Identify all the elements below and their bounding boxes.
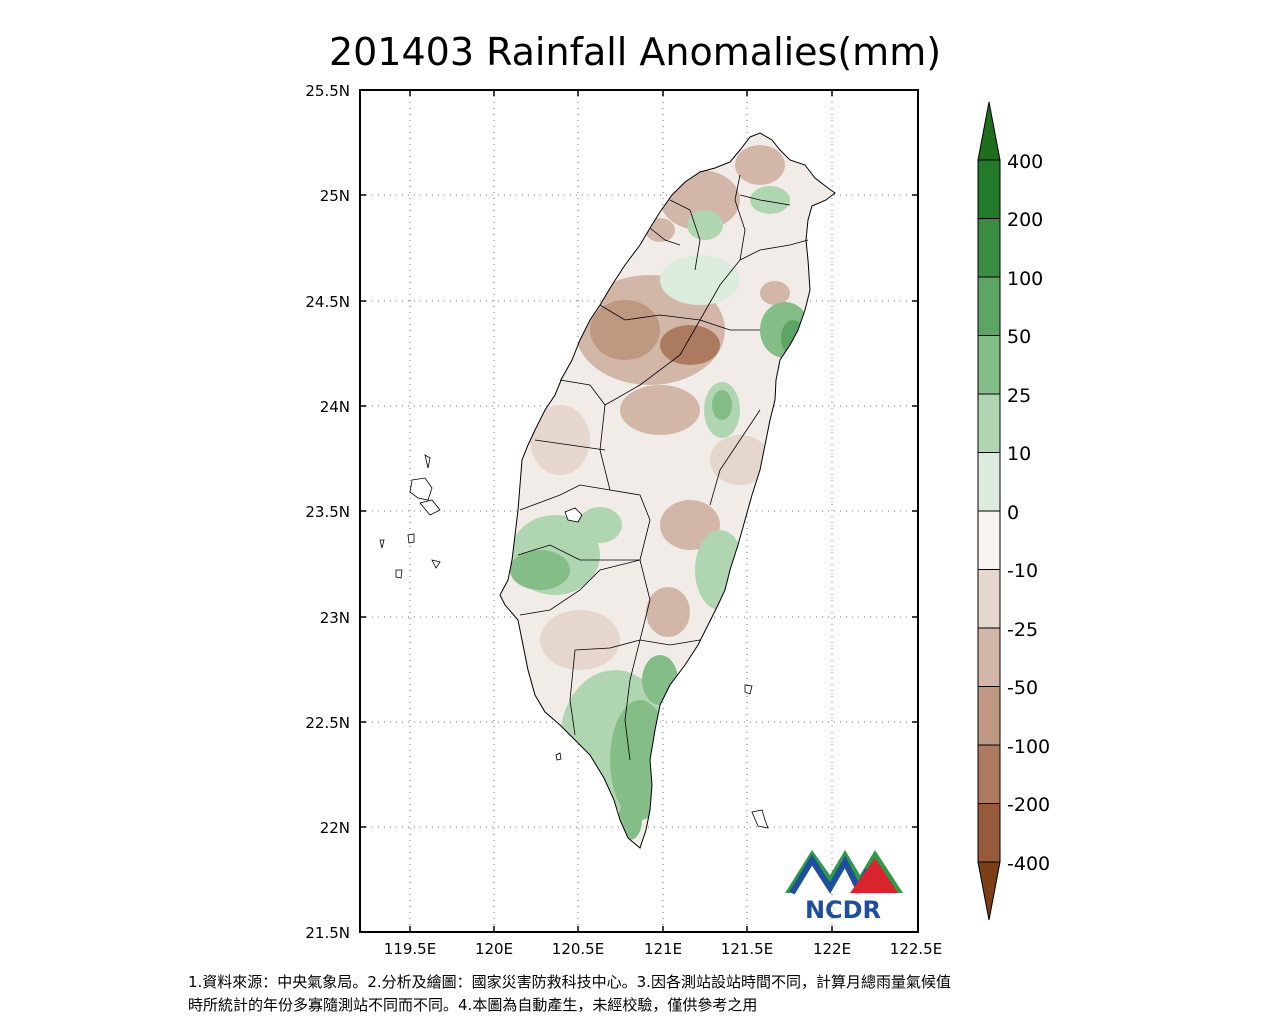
colorbar-label: -400 xyxy=(1007,853,1050,875)
lat-label: 25.5N xyxy=(305,82,350,100)
lat-label: 25N xyxy=(320,187,350,205)
lon-label: 122.5E xyxy=(890,940,942,958)
lat-label: 22.5N xyxy=(305,714,350,732)
lat-label: 24N xyxy=(320,398,350,416)
colorbar-label: 50 xyxy=(1007,326,1031,348)
longitude-labels: 119.5E 120E 120.5E 121E 121.5E 122E 122.… xyxy=(384,940,942,958)
footnote-line-2: 時所統計的年份多寡隨測站不同而不同。4.本圖為自動產生，未經校驗，僅供參考之用 xyxy=(188,996,758,1014)
colorbar-label: -50 xyxy=(1007,677,1038,699)
colorbar-top-arrow xyxy=(977,101,1001,161)
colorbar-label: -200 xyxy=(1007,794,1050,816)
lat-label: 23.5N xyxy=(305,503,350,521)
lon-label: 120.5E xyxy=(552,940,604,958)
colorbar: 400 200 100 50 25 10 0 -10 -25 -50 -100 … xyxy=(977,101,1050,921)
latitude-labels: 25.5N 25N 24.5N 24N 23.5N 23N 22.5N 22N … xyxy=(305,82,350,942)
colorbar-label: 10 xyxy=(1007,443,1031,465)
colorbar-label: -25 xyxy=(1007,619,1038,641)
colorbar-label: -100 xyxy=(1007,736,1050,758)
lon-label: 119.5E xyxy=(384,940,436,958)
colorbar-label: 100 xyxy=(1007,268,1043,290)
colorbar-label: 0 xyxy=(1007,502,1019,524)
colorbar-bottom-arrow xyxy=(977,861,1001,921)
lon-label: 121.5E xyxy=(721,940,773,958)
colorbar-label: -10 xyxy=(1007,560,1038,582)
colorbar-label: 400 xyxy=(1007,151,1043,173)
lat-label: 21.5N xyxy=(305,924,350,942)
colorbar-label: 25 xyxy=(1007,385,1031,407)
lon-label: 122E xyxy=(813,940,851,958)
map-title: 201403 Rainfall Anomalies(mm) xyxy=(328,30,942,74)
ncdr-logo-text: NCDR xyxy=(805,896,881,924)
tick-marks xyxy=(360,90,918,932)
lat-label: 22N xyxy=(320,819,350,837)
lon-label: 120E xyxy=(475,940,513,958)
ncdr-logo: NCDR xyxy=(785,850,903,924)
footnote-line-1: 1.資料來源：中央氣象局。2.分析及繪圖：國家災害防救科技中心。3.因各測站設站… xyxy=(188,973,951,991)
colorbar-label: 200 xyxy=(1007,209,1043,231)
lon-label: 121E xyxy=(644,940,682,958)
lat-label: 24.5N xyxy=(305,293,350,311)
lat-label: 23N xyxy=(320,609,350,627)
